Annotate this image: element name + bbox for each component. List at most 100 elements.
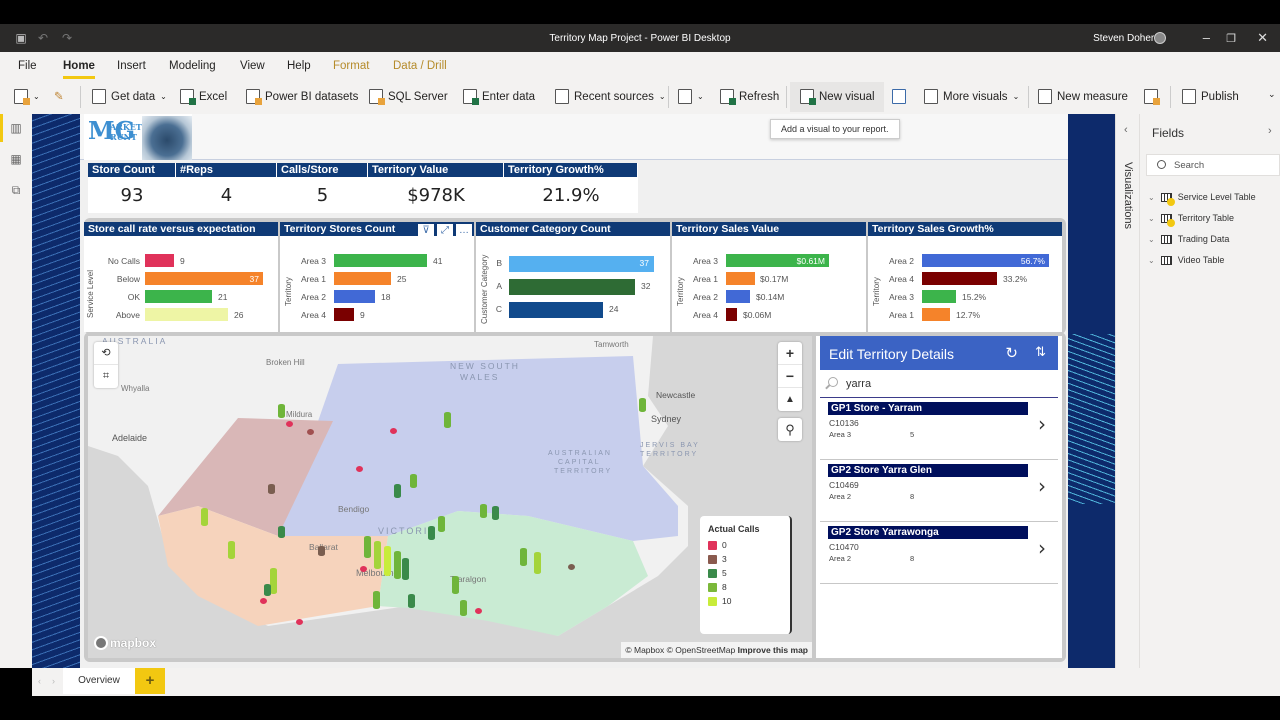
map-search-button[interactable]: ⚲ xyxy=(778,418,802,441)
title-bar: ▣ ↶ ↷ Territory Map Project - Power BI D… xyxy=(0,24,1280,52)
table-icon xyxy=(463,89,479,105)
collapse-viz-icon[interactable]: ‹ xyxy=(1124,124,1128,136)
territory-map[interactable]: AUSTRALIA Broken Hill Whyalla Adelaide M… xyxy=(88,336,812,658)
tab-modeling[interactable]: Modeling xyxy=(169,60,216,72)
tab-file[interactable]: File xyxy=(18,60,37,72)
redo-icon[interactable]: ↷ xyxy=(61,31,73,45)
kpi-table: Store Count 93 #Reps 4 Calls/Store 5 Territ… xyxy=(88,163,638,213)
save-icon[interactable]: ▣ xyxy=(15,31,27,45)
chevron-right-icon[interactable]: › xyxy=(1038,474,1046,498)
field-table-trading-data[interactable]: ⌄ Trading Data xyxy=(1148,234,1230,244)
charts-row: Store call rate versus expectation Servi… xyxy=(84,218,1066,334)
text-box-button[interactable] xyxy=(892,89,906,104)
table-icon xyxy=(1160,213,1175,227)
quick-measure-icon xyxy=(1144,89,1160,105)
ribbon: ⌄ ✎ Get data ⌄ Excel Power BI datasets SQ… xyxy=(0,80,1280,114)
pbi-datasets-button[interactable]: Power BI datasets xyxy=(246,89,358,105)
rectangle-select-icon[interactable]: ⌗ xyxy=(102,370,110,382)
chart-territory-stores-count[interactable]: Territory Stores Count ⊽ ⤢ … Territory A… xyxy=(280,222,474,332)
list-item[interactable]: GP2 Store Yarrawonga C10470 Area 2 8 › xyxy=(820,522,1058,584)
edit-panel-header: Edit Territory Details ↻ ⇅ xyxy=(820,336,1058,370)
tab-format[interactable]: Format xyxy=(333,60,370,72)
refresh-icon[interactable]: ↻ xyxy=(1005,345,1018,362)
chart-territory-sales-growth[interactable]: Territory Sales Growth% Territory Area 2… xyxy=(868,222,1062,332)
transform-data-button[interactable]: ⌄ xyxy=(678,89,704,104)
sort-icon[interactable]: ⇅ xyxy=(1035,344,1046,359)
brush-icon: ✎ xyxy=(54,91,64,103)
paste-button[interactable]: ⌄ xyxy=(14,89,40,105)
more-options-icon[interactable]: … xyxy=(456,224,472,238)
fields-title: Fields xyxy=(1152,126,1185,140)
lasso-select-icon[interactable]: ⟲ xyxy=(94,342,118,365)
field-table-video[interactable]: ⌄ Video Table xyxy=(1148,255,1225,265)
refresh-button[interactable]: Refresh xyxy=(720,89,779,105)
legend-item: 10 xyxy=(700,594,790,608)
bottom-row: AUSTRALIA Broken Hill Whyalla Adelaide M… xyxy=(84,332,1066,662)
left-decor-band xyxy=(32,114,80,668)
list-item[interactable]: GP2 Store Yarra Glen C10469 Area 2 8 › xyxy=(820,460,1058,522)
store-search-input[interactable]: yarra xyxy=(820,370,1058,398)
prev-page-icon[interactable]: ‹ xyxy=(38,676,41,686)
data-view-icon[interactable]: ▦ xyxy=(10,152,22,166)
chart-territory-sales-value[interactable]: Territory Sales Value Territory Area 3 $0… xyxy=(672,222,866,332)
enter-data-button[interactable]: Enter data xyxy=(463,89,535,105)
user-name[interactable]: Steven Doherty xyxy=(1093,33,1162,44)
next-page-icon[interactable]: › xyxy=(52,676,55,686)
chevron-right-icon[interactable]: › xyxy=(1038,536,1046,560)
undo-icon[interactable]: ↶ xyxy=(37,31,49,45)
clipboard-icon xyxy=(14,89,30,105)
page-tab-overview[interactable]: Overview xyxy=(63,668,135,694)
sql-icon xyxy=(369,89,385,105)
fields-search-input[interactable]: Search xyxy=(1146,154,1280,176)
tab-view[interactable]: View xyxy=(240,60,265,72)
close-button[interactable]: ✕ xyxy=(1257,30,1268,45)
clock-file-icon xyxy=(555,89,569,104)
chart-store-call-rate[interactable]: Store call rate versus expectation Servi… xyxy=(84,222,278,332)
transform-icon xyxy=(678,89,692,104)
field-table-service-level[interactable]: ⌄ Service Level Table xyxy=(1148,192,1256,206)
tab-data-drill[interactable]: Data / Drill xyxy=(393,60,447,72)
report-view-icon[interactable]: ▥ xyxy=(10,121,22,135)
edit-territory-panel: Edit Territory Details ↻ ⇅ yarra GP1 Sto… xyxy=(816,336,1062,658)
compass-image xyxy=(142,116,192,160)
minimize-button[interactable]: – xyxy=(1202,30,1210,45)
add-page-button[interactable]: + xyxy=(135,668,165,694)
filter-icon[interactable]: ⊽ xyxy=(418,224,434,238)
zoom-out-button[interactable]: − xyxy=(778,365,802,388)
excel-button[interactable]: Excel xyxy=(180,89,227,105)
check-badge-icon xyxy=(1166,197,1175,206)
kpi-calls-store: Calls/Store 5 xyxy=(277,163,368,213)
tab-home[interactable]: Home xyxy=(63,60,95,79)
visualizations-tab[interactable]: ‹ Visualizations xyxy=(1116,114,1140,668)
more-visuals-icon xyxy=(924,89,938,104)
more-visuals-button[interactable]: More visuals ⌄ xyxy=(924,89,1019,104)
chevron-right-icon[interactable]: › xyxy=(1038,412,1046,436)
model-view-icon[interactable]: ⧉ xyxy=(11,183,21,197)
chevron-down-icon: ⌄ xyxy=(1148,234,1155,244)
ribbon-collapse-button[interactable]: ⌄ xyxy=(1268,89,1276,99)
avatar[interactable] xyxy=(1154,32,1166,44)
chevron-down-icon: ⌄ xyxy=(1148,255,1155,265)
zoom-in-button[interactable]: + xyxy=(778,342,802,365)
list-item[interactable]: GP1 Store - Yarram C10136 Area 3 5 › xyxy=(820,398,1058,460)
table-icon xyxy=(1160,234,1172,244)
quick-measure-button[interactable] xyxy=(1144,89,1160,105)
format-painter-button[interactable]: ✎ xyxy=(54,89,64,103)
publish-button[interactable]: Publish xyxy=(1182,89,1239,104)
get-data-button[interactable]: Get data ⌄ xyxy=(92,89,167,104)
recent-sources-button[interactable]: Recent sources ⌄ xyxy=(555,89,666,104)
new-measure-button[interactable]: New measure xyxy=(1038,89,1128,104)
collapse-fields-icon[interactable]: › xyxy=(1268,125,1272,137)
sql-server-button[interactable]: SQL Server xyxy=(369,89,448,105)
tab-help[interactable]: Help xyxy=(287,60,311,72)
tab-insert[interactable]: Insert xyxy=(117,60,146,72)
focus-mode-icon[interactable]: ⤢ xyxy=(437,224,453,238)
map-attribution: © Mapbox © OpenStreetMap Improve this ma… xyxy=(621,642,812,658)
compass-reset-icon[interactable]: ▲ xyxy=(785,394,795,405)
mapbox-logo[interactable]: mapbox xyxy=(94,636,156,650)
new-visual-button[interactable]: New visual xyxy=(800,89,875,105)
field-table-territory[interactable]: ⌄ Territory Table xyxy=(1148,213,1234,227)
improve-map-link[interactable]: Improve this map xyxy=(737,645,808,655)
chart-customer-category-count[interactable]: Customer Category Count Customer Categor… xyxy=(476,222,670,332)
restore-button[interactable]: ❐ xyxy=(1226,33,1236,45)
